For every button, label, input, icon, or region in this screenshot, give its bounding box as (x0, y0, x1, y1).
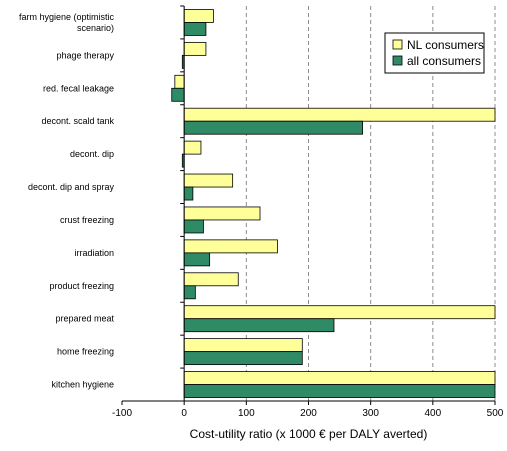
bar-nl-consumers (183, 206, 261, 221)
legend-swatch (392, 39, 403, 50)
x-tick-label: 500 (487, 408, 504, 419)
bar-nl-consumers (183, 239, 278, 254)
bar-all-consumers (183, 285, 196, 300)
category-label: irradiation (74, 248, 114, 258)
x-tick-label: -100 (112, 408, 132, 419)
category-label: farm hygiene (optimistic scenario) (19, 12, 115, 33)
category-label: decont. scald tank (41, 116, 114, 126)
bars (171, 9, 496, 398)
category-label: red. fecal leakage (43, 83, 114, 93)
bar-nl-consumers (183, 173, 234, 188)
category-label: crust freezing (60, 215, 114, 225)
category-label: phage therapy (56, 50, 114, 60)
x-tick-label: 200 (300, 408, 317, 419)
x-tick-label: 100 (238, 408, 255, 419)
bar-all-consumers (183, 22, 207, 36)
bar-all-consumers (183, 318, 335, 333)
bar-all-consumers (183, 252, 211, 267)
x-tick-labels: -100 0 100 200 300 400 500 (112, 408, 504, 419)
x-tick-label: 400 (424, 408, 441, 419)
bar-nl-consumers (183, 41, 207, 56)
bar-all-consumers (183, 351, 303, 366)
x-tick-label: 300 (362, 408, 379, 419)
bar-nl-consumers (183, 272, 239, 287)
bar-all-consumers (183, 219, 204, 234)
legend: NL consumers all consumers (384, 32, 485, 74)
bar-nl-consumers (183, 107, 496, 122)
legend-swatch (392, 55, 403, 66)
category-label: decont. dip and spray (28, 182, 115, 192)
legend-label: NL consumers (407, 38, 484, 52)
bar-nl-consumers (183, 140, 202, 155)
legend-label: all consumers (407, 54, 481, 68)
category-label: kitchen hygiene (51, 380, 114, 390)
bar-all-consumers (183, 384, 496, 398)
bar-all-consumers (171, 87, 185, 102)
category-label: home freezing (57, 347, 114, 357)
x-tick-label: 0 (181, 408, 187, 419)
axes (121, 5, 496, 405)
bar-all-consumers (183, 120, 363, 135)
category-label: decont. dip (70, 149, 114, 159)
category-label: product freezing (49, 281, 114, 291)
bar-nl-consumers (183, 9, 214, 23)
bar-all-consumers (183, 186, 194, 201)
category-labels: farm hygiene (optimistic scenario) phage t… (19, 12, 115, 390)
x-axis-title: Cost-utility ratio (x 1000 € per DALY av… (190, 427, 428, 441)
category-label: prepared meat (55, 314, 114, 324)
bar-nl-consumers (183, 305, 496, 320)
bar-nl-consumers (183, 371, 496, 385)
bar-nl-consumers (174, 74, 185, 89)
bar-nl-consumers (183, 338, 303, 353)
